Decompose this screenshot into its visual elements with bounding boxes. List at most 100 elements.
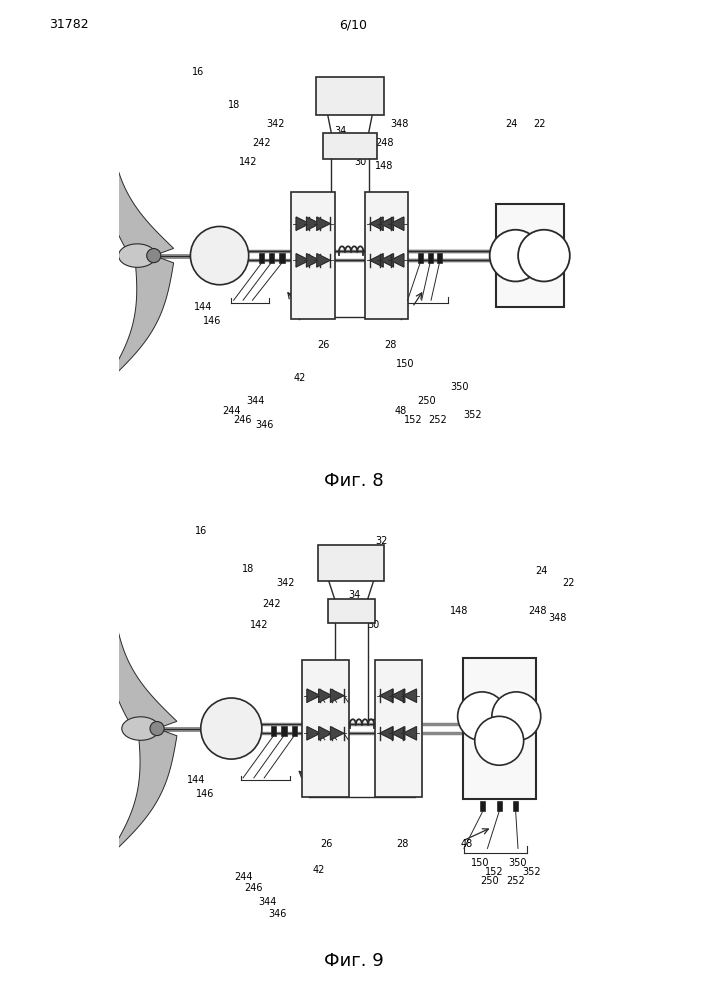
Circle shape — [518, 230, 570, 281]
Polygon shape — [403, 727, 416, 740]
Polygon shape — [370, 217, 383, 230]
Circle shape — [146, 249, 160, 263]
Polygon shape — [392, 689, 404, 702]
Bar — [463, 658, 536, 799]
Text: 148: 148 — [375, 161, 393, 171]
Ellipse shape — [119, 244, 156, 267]
Text: 150: 150 — [471, 857, 490, 867]
Polygon shape — [330, 727, 344, 740]
Polygon shape — [380, 254, 394, 267]
Text: 142: 142 — [238, 157, 257, 167]
Text: 242: 242 — [262, 599, 281, 609]
Bar — [418, 253, 423, 263]
Text: 248: 248 — [528, 606, 547, 616]
Polygon shape — [307, 254, 320, 267]
Text: 26: 26 — [320, 839, 332, 849]
Text: 342: 342 — [276, 578, 295, 588]
Text: 34: 34 — [334, 126, 346, 136]
Text: 144: 144 — [187, 775, 205, 785]
Bar — [375, 660, 421, 797]
Text: 346: 346 — [268, 909, 286, 919]
Polygon shape — [307, 217, 320, 230]
Bar — [269, 253, 274, 263]
Text: 18: 18 — [242, 564, 254, 574]
Circle shape — [150, 721, 164, 736]
Polygon shape — [380, 689, 393, 702]
Bar — [480, 801, 485, 811]
Text: 16: 16 — [192, 67, 204, 77]
Bar — [366, 192, 409, 319]
Circle shape — [492, 692, 541, 741]
Circle shape — [201, 698, 262, 759]
Bar — [496, 204, 563, 307]
Text: Фиг. 8: Фиг. 8 — [324, 472, 383, 490]
Bar — [428, 253, 433, 263]
Polygon shape — [296, 254, 310, 267]
Text: 22: 22 — [563, 578, 575, 588]
Bar — [292, 726, 297, 736]
Text: 26: 26 — [317, 340, 329, 350]
Text: 250: 250 — [481, 876, 499, 886]
Text: 34: 34 — [348, 590, 360, 600]
Bar — [327, 599, 375, 623]
Bar — [291, 192, 334, 319]
Text: 28: 28 — [397, 839, 409, 849]
Text: 346: 346 — [255, 420, 274, 430]
Polygon shape — [105, 132, 174, 263]
Polygon shape — [319, 689, 332, 702]
Text: 148: 148 — [450, 606, 468, 616]
Text: 28: 28 — [384, 340, 397, 350]
Text: 6/10: 6/10 — [339, 18, 368, 31]
Text: 248: 248 — [375, 138, 393, 148]
Text: 144: 144 — [194, 302, 212, 312]
Text: 344: 344 — [246, 396, 264, 406]
Circle shape — [457, 692, 506, 741]
Text: 348: 348 — [549, 613, 567, 623]
Text: 350: 350 — [450, 382, 469, 392]
Text: 32: 32 — [375, 536, 388, 546]
Text: 146: 146 — [204, 316, 222, 326]
Text: 244: 244 — [234, 872, 252, 882]
Text: 152: 152 — [404, 415, 423, 425]
Polygon shape — [107, 248, 174, 380]
Text: 344: 344 — [258, 897, 276, 907]
Bar — [279, 253, 285, 263]
Polygon shape — [108, 605, 177, 736]
Text: 48: 48 — [395, 406, 407, 416]
Polygon shape — [317, 217, 330, 230]
Text: 24: 24 — [535, 566, 548, 576]
Bar — [513, 801, 518, 811]
Text: 348: 348 — [390, 119, 409, 129]
Text: 31782: 31782 — [49, 18, 89, 31]
Bar — [302, 660, 349, 797]
Polygon shape — [391, 254, 404, 267]
Text: 48: 48 — [460, 839, 472, 849]
Text: 22: 22 — [533, 119, 545, 129]
Text: 152: 152 — [485, 867, 504, 877]
Bar — [271, 726, 276, 736]
Text: 18: 18 — [228, 100, 240, 110]
Polygon shape — [403, 689, 416, 702]
Text: 16: 16 — [194, 526, 207, 536]
Polygon shape — [296, 217, 310, 230]
Polygon shape — [319, 727, 332, 740]
Text: 246: 246 — [244, 883, 262, 893]
Polygon shape — [392, 727, 404, 740]
Text: 252: 252 — [506, 876, 525, 886]
Bar — [281, 726, 286, 736]
Polygon shape — [307, 727, 320, 740]
Circle shape — [490, 230, 542, 281]
Polygon shape — [111, 721, 177, 853]
Text: 142: 142 — [250, 620, 269, 630]
Text: 252: 252 — [428, 415, 448, 425]
Polygon shape — [370, 254, 383, 267]
Text: 32: 32 — [341, 77, 354, 87]
Text: 146: 146 — [197, 789, 215, 799]
Ellipse shape — [122, 717, 159, 740]
Text: 352: 352 — [463, 410, 481, 420]
Bar — [316, 77, 384, 115]
Bar — [259, 253, 264, 263]
Text: 42: 42 — [313, 865, 325, 875]
Text: 244: 244 — [222, 406, 240, 416]
Polygon shape — [380, 217, 394, 230]
